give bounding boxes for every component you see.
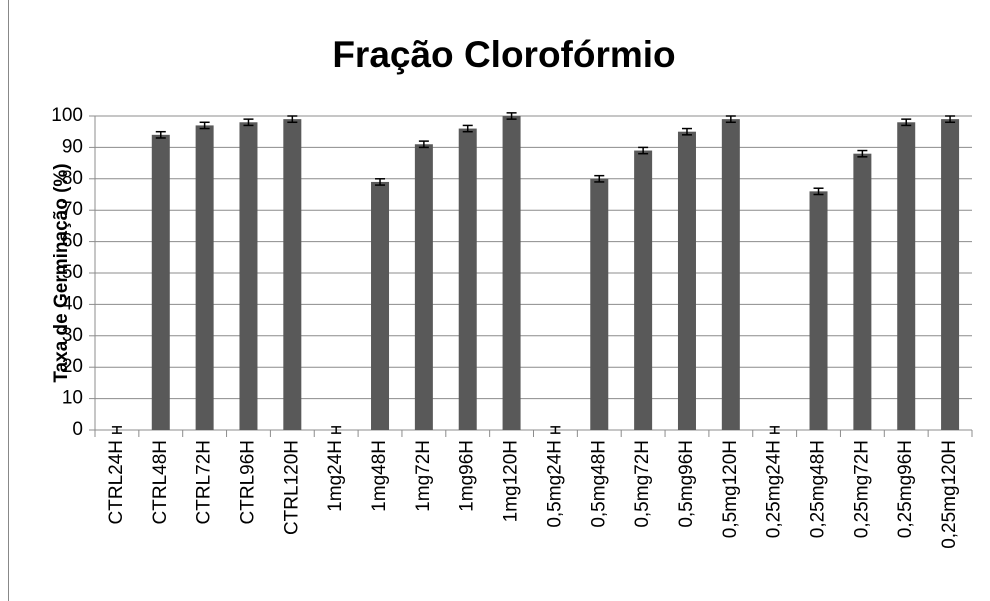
y-axis-label: Taxa de Germinação (%) [51,163,72,382]
bar [897,122,916,430]
x-tick-label: CTRL120H [281,440,302,535]
bar [195,125,214,431]
y-tick-label: 0 [72,419,83,440]
y-tick-label: 80 [62,168,83,189]
x-tick-label: 1mg24H [325,440,346,512]
y-tick-label: 50 [62,262,83,283]
y-tick-label: 10 [62,388,83,409]
bar [502,116,521,430]
x-tick-label: CTRL96H [237,440,258,524]
x-tick-label: CTRL48H [150,440,171,524]
x-tick-label: 0,25mg48H [808,440,829,538]
bar [809,191,828,430]
bar [414,144,433,430]
bar [590,178,609,430]
x-tick-label: 1mg48H [369,440,390,512]
bar [239,122,258,430]
x-tick-label: 0,5mg24H [544,440,565,528]
x-tick-label: 0,5mg96H [676,440,697,528]
x-tick-label: 0,25mg72H [851,440,872,538]
bar [721,119,740,430]
bar [371,181,390,430]
x-tick-label: 0,5mg72H [632,440,653,528]
x-tick-label: 0,5mg120H [720,440,741,538]
x-tick-label: 0,25mg120H [939,440,960,549]
bar [634,150,653,431]
bar [458,128,477,430]
bar [677,131,696,430]
x-tick-label: CTRL24H [106,440,127,524]
y-tick-label: 20 [62,356,83,377]
y-tick-label: 100 [51,105,83,126]
bar [941,119,960,430]
bar [151,134,170,430]
x-tick-label: CTRL72H [194,440,215,524]
x-tick-label: 1mg72H [413,440,434,512]
y-tick-label: 60 [62,231,83,252]
y-tick-label: 30 [62,325,83,346]
y-tick-label: 40 [62,293,83,314]
x-tick-label: 1mg120H [501,440,522,522]
bar [853,153,872,430]
y-tick-label: 90 [62,136,83,157]
chart-title: Fração Clorofórmio [332,34,675,75]
x-tick-label: 0,25mg24H [764,440,785,538]
x-tick-label: 1mg96H [457,440,478,512]
bar [283,119,302,430]
y-tick-label: 70 [62,199,83,220]
x-tick-label: 0,25mg96H [895,440,916,538]
x-tick-label: 0,5mg48H [588,440,609,528]
